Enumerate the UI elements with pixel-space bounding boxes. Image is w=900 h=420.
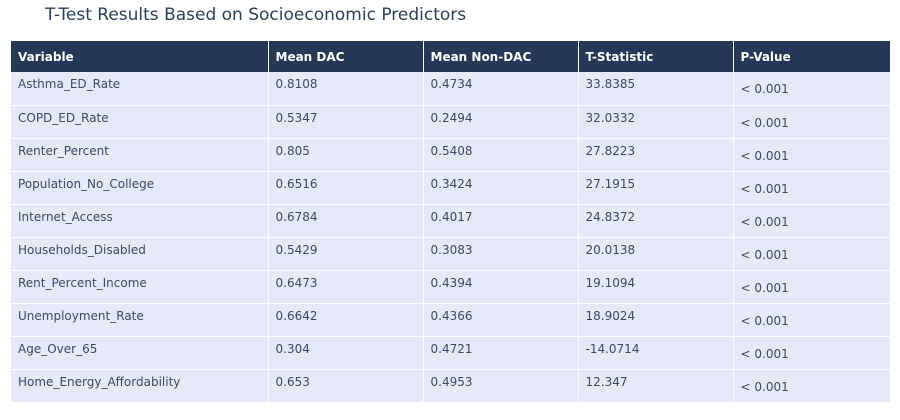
cell-mean-dac: 0.304 (268, 336, 424, 370)
cell-variable: Renter_Percent (11, 138, 269, 172)
column-header-t-statistic: T-Statistic (578, 41, 734, 72)
table-body: Asthma_ED_Rate 0.8108 0.4734 33.8385 < 0.001… (11, 72, 890, 403)
results-table: Variable Mean DAC Mean Non-DAC T-Statist… (11, 41, 890, 403)
cell-mean-non-dac: 0.2494 (423, 105, 579, 139)
cell-mean-non-dac: 0.4721 (423, 336, 579, 370)
cell-variable: Unemployment_Rate (11, 303, 269, 337)
column-header-mean-non-dac: Mean Non-DAC (423, 41, 579, 72)
chart-title: T-Test Results Based on Socioeconomic Pr… (45, 5, 467, 25)
cell-variable: COPD_ED_Rate (11, 105, 269, 139)
cell-p-value: < 0.001 (733, 72, 890, 106)
cell-mean-non-dac: 0.4734 (423, 72, 579, 106)
cell-variable: Population_No_College (11, 171, 269, 205)
cell-mean-dac: 0.5347 (268, 105, 424, 139)
cell-p-value: < 0.001 (733, 204, 890, 238)
cell-p-value: < 0.001 (733, 336, 890, 370)
cell-mean-non-dac: 0.4017 (423, 204, 579, 238)
cell-p-value: < 0.001 (733, 138, 890, 172)
cell-p-value: < 0.001 (733, 171, 890, 205)
cell-variable: Rent_Percent_Income (11, 270, 269, 304)
table-row: Internet_Access 0.6784 0.4017 24.8372 < 0.00… (11, 204, 890, 238)
cell-variable: Home_Energy_Affordability (11, 369, 269, 403)
cell-mean-dac: 0.805 (268, 138, 424, 172)
cell-t-statistic: 32.0332 (578, 105, 734, 139)
cell-variable: Households_Disabled (11, 237, 269, 271)
cell-mean-dac: 0.6473 (268, 270, 424, 304)
cell-t-statistic: 27.8223 (578, 138, 734, 172)
column-header-mean-dac: Mean DAC (268, 41, 424, 72)
cell-t-statistic: -14.0714 (578, 336, 734, 370)
table-row: Asthma_ED_Rate 0.8108 0.4734 33.8385 < 0.001 (11, 72, 890, 106)
table-row: COPD_ED_Rate 0.5347 0.2494 32.0332 < 0.001 (11, 105, 890, 139)
cell-t-statistic: 18.9024 (578, 303, 734, 337)
table-row: Renter_Percent 0.805 0.5408 27.8223 < 0.001 (11, 138, 890, 172)
cell-mean-non-dac: 0.3083 (423, 237, 579, 271)
table-row: Age_Over_65 0.304 0.4721 -14.0714 < 0.001 (11, 336, 890, 370)
cell-mean-dac: 0.653 (268, 369, 424, 403)
cell-mean-non-dac: 0.3424 (423, 171, 579, 205)
column-header-p-value: P-Value (733, 41, 890, 72)
cell-variable: Internet_Access (11, 204, 269, 238)
header-row: Variable Mean DAC Mean Non-DAC T-Statist… (11, 41, 890, 72)
cell-p-value: < 0.001 (733, 237, 890, 271)
cell-t-statistic: 20.0138 (578, 237, 734, 271)
cell-mean-dac: 0.6642 (268, 303, 424, 337)
cell-mean-non-dac: 0.5408 (423, 138, 579, 172)
table-row: Households_Disabled 0.5429 0.3083 20.0138 < … (11, 237, 890, 271)
cell-mean-non-dac: 0.4953 (423, 369, 579, 403)
cell-mean-dac: 0.6516 (268, 171, 424, 205)
cell-mean-non-dac: 0.4366 (423, 303, 579, 337)
cell-t-statistic: 19.1094 (578, 270, 734, 304)
table-row: Population_No_College 0.6516 0.3424 27.1915… (11, 171, 890, 205)
cell-t-statistic: 27.1915 (578, 171, 734, 205)
table-row: Home_Energy_Affordability 0.653 0.4953 12.3… (11, 369, 890, 403)
column-header-variable: Variable (11, 41, 269, 72)
cell-mean-non-dac: 0.4394 (423, 270, 579, 304)
table-row: Rent_Percent_Income 0.6473 0.4394 19.1094 < … (11, 270, 890, 304)
cell-mean-dac: 0.6784 (268, 204, 424, 238)
cell-t-statistic: 12.347 (578, 369, 734, 403)
cell-variable: Age_Over_65 (11, 336, 269, 370)
cell-mean-dac: 0.8108 (268, 72, 424, 106)
cell-p-value: < 0.001 (733, 303, 890, 337)
cell-mean-dac: 0.5429 (268, 237, 424, 271)
cell-p-value: < 0.001 (733, 369, 890, 403)
table-row: Unemployment_Rate 0.6642 0.4366 18.9024 < 0.… (11, 303, 890, 337)
cell-t-statistic: 24.8372 (578, 204, 734, 238)
cell-t-statistic: 33.8385 (578, 72, 734, 106)
cell-variable: Asthma_ED_Rate (11, 72, 269, 106)
cell-p-value: < 0.001 (733, 270, 890, 304)
cell-p-value: < 0.001 (733, 105, 890, 139)
